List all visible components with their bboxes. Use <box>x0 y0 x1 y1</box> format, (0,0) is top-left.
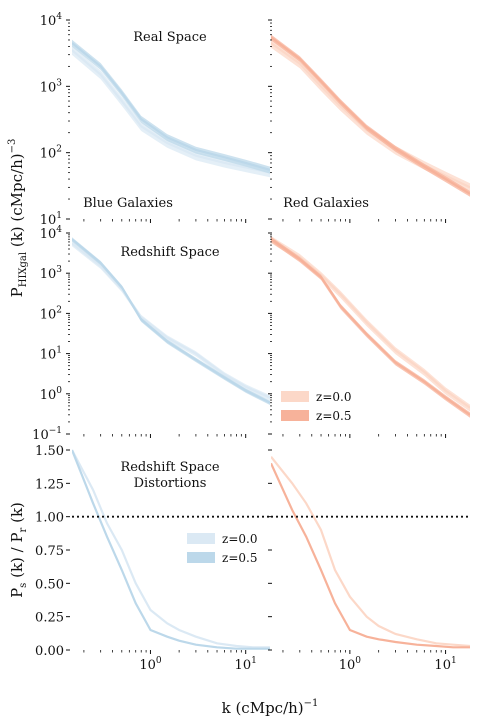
panel-label-red-galaxies: Red Galaxies <box>283 196 369 211</box>
y-real-tick-label: 102 <box>40 145 62 162</box>
x-axis-label: k (cMpc/h)−1 <box>222 698 319 717</box>
line-redshift-space-blue-z05 <box>72 238 270 404</box>
panel-title-rsd-line2: Distortions <box>134 476 207 491</box>
panel-title-rsd-line1: Redshift Space <box>120 460 219 475</box>
panel-redshift-space-blue <box>72 237 270 405</box>
x-left-tick-label: 101 <box>235 656 257 673</box>
band-real-space-blue-z05 <box>72 39 270 174</box>
y-rsd-tick-label: 0.25 <box>35 611 64 626</box>
y-rsd-tick-label: 1.00 <box>35 511 64 526</box>
y-real-tick-label: 101 <box>40 211 62 228</box>
y-redshift-tick-label: 10−1 <box>32 426 62 443</box>
panel-real-space-blue <box>72 39 270 178</box>
plot-area <box>72 34 470 650</box>
line-redshift-space-red-z05 <box>271 238 470 416</box>
y-redshift-tick-label: 102 <box>40 305 62 322</box>
y-axis-label-power: PHIXgal (k) (cMpc/h)−3 <box>7 139 29 298</box>
legend-swatch-blue-z05 <box>187 552 215 563</box>
y-redshift-tick-label: 100 <box>40 386 63 403</box>
panel-rsd-red <box>271 456 470 649</box>
x-right-tick-label: 100 <box>339 656 362 673</box>
line-real-space-red-z0 <box>271 42 470 189</box>
tick-layer: 10410310210110410310210110010−11.501.251… <box>32 12 457 673</box>
line-rsd-red-z0 <box>271 456 470 648</box>
line-rsd-blue-z05 <box>72 449 270 650</box>
y-rsd-tick-label: 0.75 <box>35 544 64 559</box>
legend-label-red-z05: z=0.5 <box>316 409 351 423</box>
panel-label-blue-galaxies: Blue Galaxies <box>83 196 173 211</box>
panel-rsd-blue <box>72 449 270 650</box>
y-real-tick-label: 104 <box>40 12 63 29</box>
legend-blue: z=0.0 z=0.5 <box>187 532 257 565</box>
legend-label-blue-z05: z=0.5 <box>222 551 257 565</box>
legend-red: z=0.0 z=0.5 <box>281 390 351 423</box>
line-real-space-blue-z0 <box>72 49 270 174</box>
y-axis-label-ratio: Ps (k) / Pr (k) <box>8 502 29 598</box>
panel-title-real-space: Real Space <box>133 30 207 45</box>
y-rsd-tick-label: 0.50 <box>35 577 64 592</box>
line-rsd-red-z05 <box>271 462 470 649</box>
band-redshift-space-blue-z05 <box>72 237 270 405</box>
y-rsd-tick-label: 1.50 <box>35 444 64 459</box>
panel-title-redshift-space: Redshift Space <box>120 245 219 260</box>
line-rsd-blue-z0 <box>72 449 270 649</box>
legend-label-red-z0: z=0.0 <box>316 390 351 404</box>
legend-label-blue-z0: z=0.0 <box>222 532 257 546</box>
y-redshift-tick-label: 103 <box>40 265 63 282</box>
panel-real-space-red <box>271 34 470 197</box>
x-right-tick-label: 101 <box>434 656 456 673</box>
y-redshift-tick-label: 104 <box>40 225 63 242</box>
x-left-tick-label: 100 <box>139 656 162 673</box>
legend-swatch-red-z0 <box>281 391 309 402</box>
legend-swatch-blue-z0 <box>187 533 215 544</box>
y-rsd-tick-label: 0.00 <box>35 644 64 659</box>
panel-redshift-space-red <box>271 236 470 418</box>
y-rsd-tick-label: 1.25 <box>35 477 64 492</box>
line-redshift-space-blue-z0 <box>72 242 270 399</box>
y-real-tick-label: 103 <box>40 78 63 95</box>
y-redshift-tick-label: 101 <box>40 346 62 363</box>
legend-swatch-red-z05 <box>281 410 309 421</box>
line-real-space-red-z05 <box>271 36 470 195</box>
line-real-space-blue-z05 <box>72 42 270 171</box>
